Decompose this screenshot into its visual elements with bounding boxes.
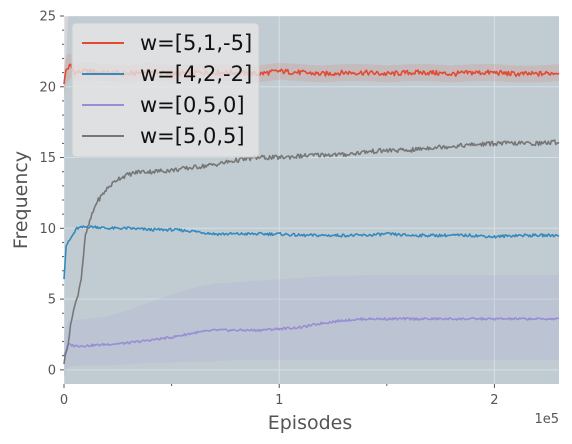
legend-label-2: w=[0,5,0] <box>140 93 245 117</box>
y-tick-label-0: 0 <box>48 363 56 378</box>
x-tick-label-0: 0 <box>60 393 68 408</box>
y-tick-label-1: 5 <box>48 293 56 308</box>
legend-box <box>71 22 260 158</box>
legend-label-3: w=[5,0,5] <box>140 124 245 148</box>
y-tick-label-4: 20 <box>39 80 56 95</box>
x-tick-label-1: 1 <box>275 393 283 408</box>
series-line-w=[4,2,-2] <box>63 225 560 280</box>
series-line-w=[0,5,0] <box>63 316 560 357</box>
y-axis-label: Frequency <box>10 151 32 249</box>
x-offset-label: 1e5 <box>534 412 559 427</box>
y-tick-label-2: 10 <box>39 222 56 237</box>
legend-label-0: w=[5,1,-5] <box>140 31 252 55</box>
series-line-w=[5,0,5] <box>63 139 560 365</box>
x-axis-label: Episodes <box>268 412 353 434</box>
y-tick-label-5: 25 <box>39 10 56 25</box>
x-tick-label-2: 2 <box>490 393 498 408</box>
legend-label-1: w=[4,2,-2] <box>140 62 252 86</box>
legend: w=[5,1,-5] w=[4,2,-2] w=[0,5,0] w=[5,0,5] <box>71 22 260 158</box>
y-tick-label-3: 15 <box>39 151 56 166</box>
